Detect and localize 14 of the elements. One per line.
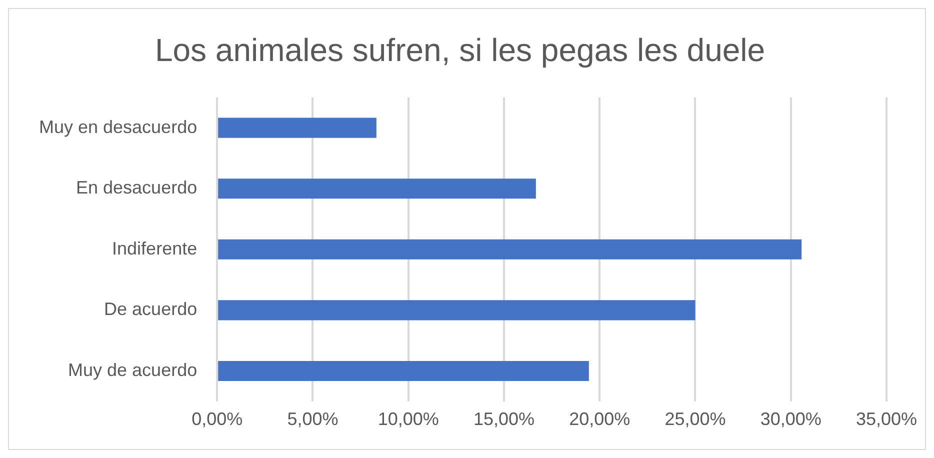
x-tick-label: 5,00% [287,409,338,430]
x-tick-label: 35,00% [856,409,918,430]
x-tick-label: 15,00% [473,409,535,430]
y-tick-label: De acuerdo [104,299,198,320]
chart-title: Los animales sufren, si les pegas les duele [154,32,766,68]
y-tick-label: Indiferente [112,238,198,258]
y-tick-label: En desacuerdo [76,178,198,198]
x-tick-label: 25,00% [664,409,726,430]
x-tick-label: 20,00% [569,409,630,430]
y-tick-label: Muy de acuerdo [68,360,198,380]
y-tick-label: Muy en desacuerdo [38,116,198,137]
x-tick-label: 30,00% [760,409,822,430]
x-tick-label: 0,00% [192,409,243,430]
x-tick-label: 10,00% [378,409,439,430]
